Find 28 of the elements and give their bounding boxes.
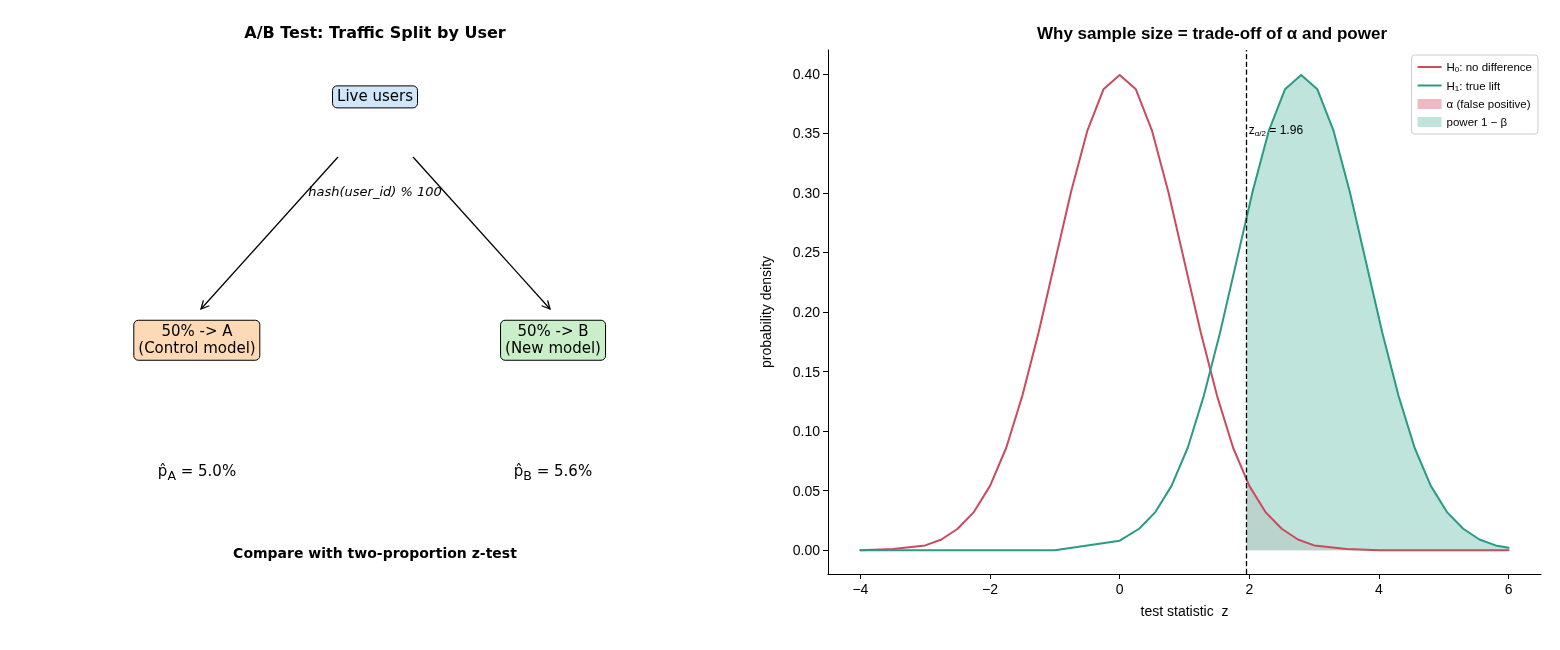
y-tick-label: 0.25 bbox=[792, 244, 821, 261]
x-tick-label: 2 bbox=[1245, 581, 1254, 597]
y-tick-label: 0.20 bbox=[792, 304, 821, 320]
y-tick-label: 0.00 bbox=[792, 542, 821, 559]
x-tick-label: 0 bbox=[1115, 581, 1124, 597]
x-tick-label: −2 bbox=[982, 581, 999, 597]
y-tick-label: 0.10 bbox=[792, 423, 821, 440]
x-tick-label: 4 bbox=[1375, 581, 1384, 597]
y-tick-label: 0.15 bbox=[792, 363, 821, 380]
text: 50% -> B (New model) bbox=[500, 319, 606, 361]
x-tick-label: −4 bbox=[852, 581, 869, 597]
text: A/B Test: Traffic Split by User bbox=[244, 22, 506, 43]
x-tick-label: 6 bbox=[1504, 581, 1513, 597]
x-axis-title: test statistic z bbox=[1140, 603, 1229, 619]
y-tick-label: 0.40 bbox=[792, 65, 821, 82]
y-tick-label: 0.35 bbox=[792, 125, 821, 142]
y-tick-label: 0.05 bbox=[792, 482, 821, 499]
text: p̂$_{B}$ = 5.6% bbox=[513, 461, 593, 484]
text: 50% -> A (Control model) bbox=[133, 319, 261, 361]
chart-title: Why sample size = trade-off of α and power bbox=[1036, 24, 1388, 43]
text: hash(user_id) % 100 bbox=[308, 183, 442, 200]
legend-label: power 1 − β bbox=[1446, 116, 1508, 128]
legend-label: α (false positive) bbox=[1446, 98, 1531, 110]
text: p̂$_{A}$ = 5.0% bbox=[157, 461, 237, 484]
text: Compare with two-proportion z-test bbox=[233, 544, 517, 562]
y-tick-label: 0.30 bbox=[792, 184, 821, 201]
text: Live users bbox=[332, 85, 418, 109]
y-axis-title: probability density bbox=[758, 255, 774, 369]
